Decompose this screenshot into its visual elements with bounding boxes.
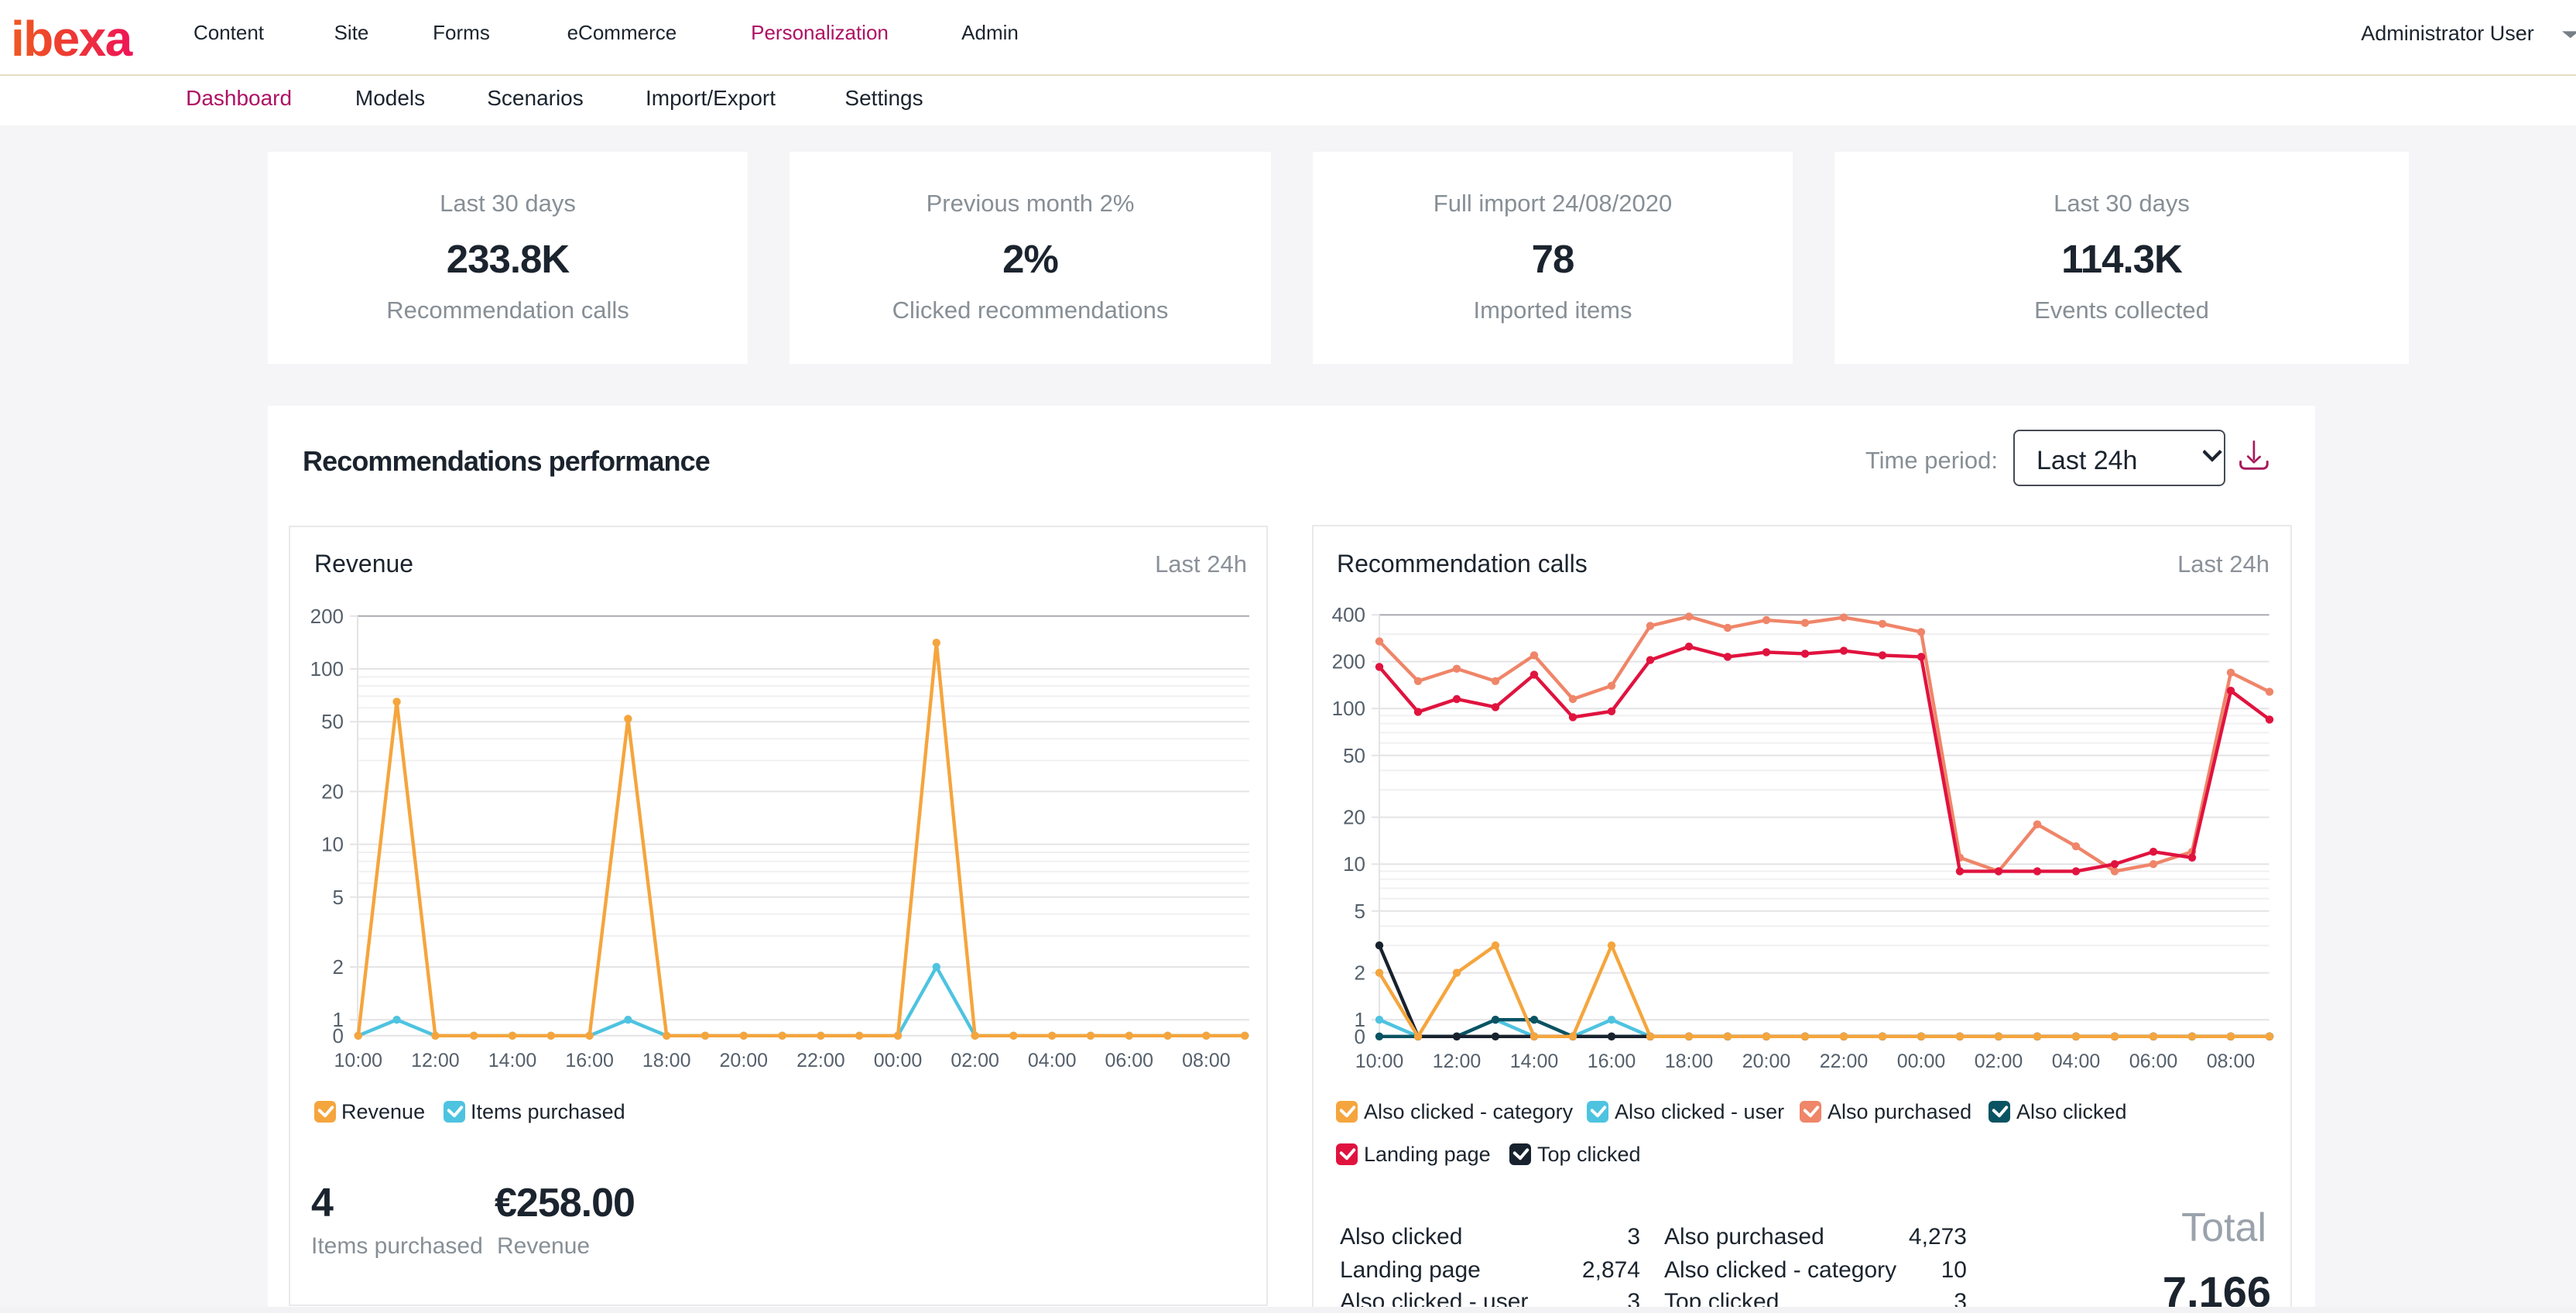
svg-text:5: 5 <box>1355 900 1365 923</box>
svg-text:16:00: 16:00 <box>565 1050 614 1071</box>
svg-text:100: 100 <box>310 657 344 680</box>
svg-text:20:00: 20:00 <box>720 1050 769 1071</box>
svg-text:200: 200 <box>1332 650 1365 674</box>
svg-text:400: 400 <box>1332 603 1365 626</box>
svg-text:5: 5 <box>333 886 344 909</box>
svg-text:1: 1 <box>1355 1008 1365 1031</box>
svg-text:06:00: 06:00 <box>2129 1051 2178 1072</box>
svg-text:14:00: 14:00 <box>488 1050 537 1071</box>
svg-text:22:00: 22:00 <box>796 1050 845 1071</box>
svg-text:04:00: 04:00 <box>1028 1050 1077 1071</box>
svg-text:14:00: 14:00 <box>1510 1051 1559 1072</box>
svg-text:0: 0 <box>1355 1025 1365 1048</box>
svg-text:10:00: 10:00 <box>1355 1051 1404 1072</box>
svg-text:22:00: 22:00 <box>1820 1051 1869 1072</box>
svg-text:10:00: 10:00 <box>334 1050 383 1071</box>
svg-text:50: 50 <box>321 710 344 733</box>
svg-text:200: 200 <box>310 605 344 628</box>
svg-text:02:00: 02:00 <box>951 1050 999 1071</box>
svg-text:10: 10 <box>321 833 344 856</box>
svg-text:0: 0 <box>333 1024 344 1047</box>
svg-text:50: 50 <box>1343 744 1365 767</box>
svg-text:02:00: 02:00 <box>1975 1051 2023 1072</box>
svg-text:20: 20 <box>321 780 344 803</box>
svg-text:20: 20 <box>1343 806 1365 829</box>
svg-text:12:00: 12:00 <box>1433 1051 1482 1072</box>
svg-text:12:00: 12:00 <box>411 1050 460 1071</box>
svg-text:2: 2 <box>1355 962 1365 985</box>
svg-text:08:00: 08:00 <box>2207 1051 2256 1072</box>
svg-text:04:00: 04:00 <box>2052 1051 2101 1072</box>
svg-text:08:00: 08:00 <box>1182 1050 1231 1071</box>
svg-text:16:00: 16:00 <box>1588 1051 1636 1072</box>
svg-text:10: 10 <box>1343 852 1365 876</box>
svg-text:00:00: 00:00 <box>874 1050 923 1071</box>
svg-text:00:00: 00:00 <box>1897 1051 1946 1072</box>
svg-text:2: 2 <box>333 955 344 979</box>
svg-text:18:00: 18:00 <box>1665 1051 1714 1072</box>
svg-text:1: 1 <box>333 1008 344 1031</box>
svg-text:18:00: 18:00 <box>642 1050 691 1071</box>
svg-text:20:00: 20:00 <box>1742 1051 1791 1072</box>
svg-text:ibexa: ibexa <box>11 17 133 63</box>
svg-text:06:00: 06:00 <box>1105 1050 1154 1071</box>
svg-text:100: 100 <box>1332 697 1365 720</box>
